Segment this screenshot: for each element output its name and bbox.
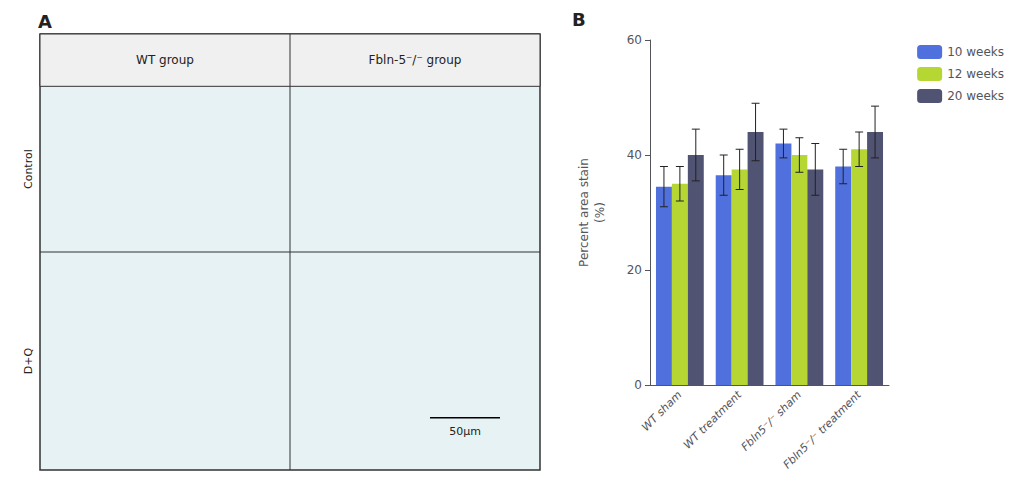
svg-text:WT group: WT group (136, 53, 194, 67)
svg-text:12 weeks: 12 weeks (947, 67, 1004, 81)
svg-text:Control: Control (22, 149, 35, 189)
svg-text:20 weeks: 20 weeks (947, 89, 1004, 103)
svg-text:0: 0 (634, 378, 642, 392)
svg-text:B: B (572, 9, 586, 30)
svg-text:60: 60 (627, 33, 642, 47)
svg-text:Fbln5⁻/⁻ sham: Fbln5⁻/⁻ sham (739, 388, 804, 453)
svg-text:D+Q: D+Q (22, 347, 35, 374)
svg-text:WT treatment: WT treatment (681, 388, 745, 452)
svg-text:Fbln5⁻/⁻ treatment: Fbln5⁻/⁻ treatment (781, 388, 865, 472)
svg-text:WT sham: WT sham (639, 388, 684, 433)
svg-text:40: 40 (627, 148, 642, 162)
svg-text:Fbln-5⁻/⁻ group: Fbln-5⁻/⁻ group (369, 53, 462, 67)
svg-text:50μm: 50μm (449, 425, 481, 438)
svg-text:20: 20 (627, 263, 642, 277)
svg-text:A: A (38, 11, 52, 32)
svg-text:10 weeks: 10 weeks (947, 45, 1004, 59)
svg-text:Percent area stain: Percent area stain (577, 158, 591, 267)
svg-text:(%): (%) (593, 202, 607, 223)
